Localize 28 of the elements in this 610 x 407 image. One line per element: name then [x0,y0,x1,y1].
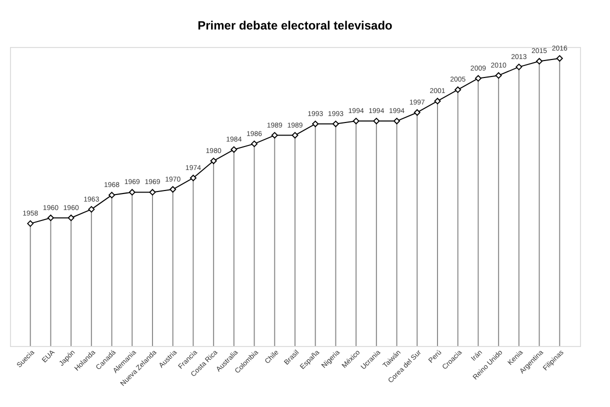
point [434,98,441,104]
point [312,120,319,128]
point [68,214,74,222]
point [454,86,462,93]
point [332,120,339,128]
point [271,132,278,139]
point [149,188,156,196]
point [556,55,563,62]
point [516,64,522,70]
point [474,75,482,82]
point [536,58,543,64]
point [230,146,238,153]
chart-title: Primer debate electoral televisado [198,18,392,32]
point [88,206,95,213]
point [373,118,380,124]
point [414,109,420,116]
point [251,140,258,148]
point [170,186,176,193]
point [108,192,116,198]
point [128,188,136,196]
point [27,220,34,227]
point [352,118,360,124]
point [292,132,298,139]
point [495,72,502,79]
point [190,174,196,182]
point [394,118,400,124]
point [47,214,54,222]
point [210,158,217,164]
